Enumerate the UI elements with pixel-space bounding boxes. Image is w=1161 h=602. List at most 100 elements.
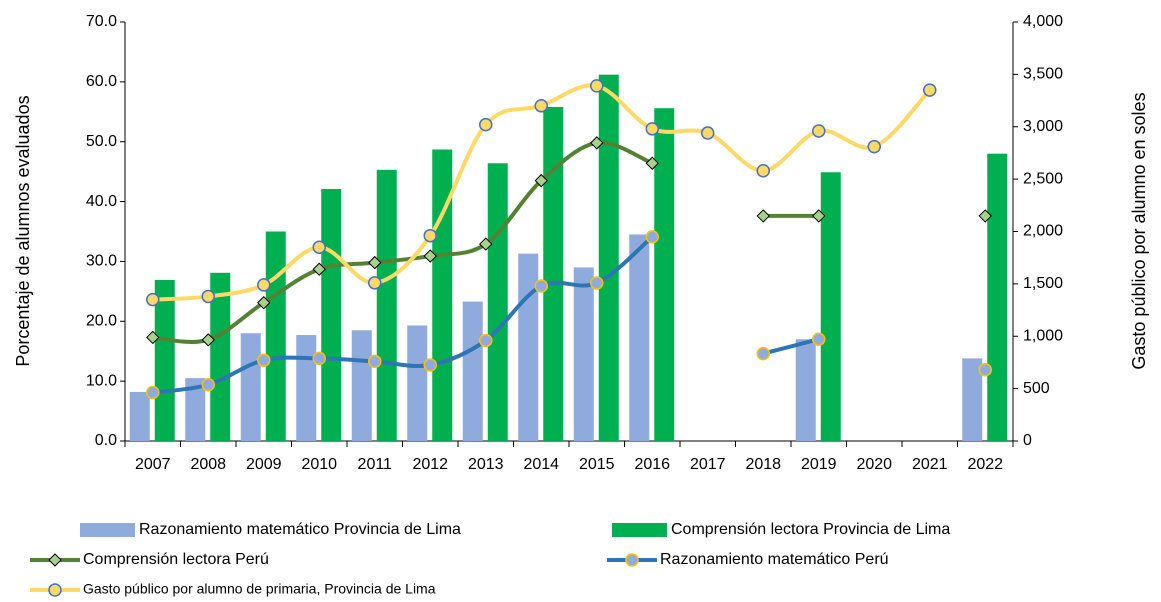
bar: [487, 163, 508, 441]
bar: [462, 301, 483, 441]
y2-tick-label: 3,000: [1023, 118, 1063, 135]
line-marker: [812, 332, 826, 346]
bar: [543, 106, 564, 442]
legend-marker: [625, 553, 639, 567]
bar: [296, 335, 317, 441]
bar: [240, 333, 261, 441]
line-marker: [756, 346, 770, 361]
y-tick-label: 20.0: [86, 313, 117, 330]
bar: [265, 231, 286, 441]
y2-tick-label: 3,500: [1023, 66, 1063, 83]
y2-tick-label: 0: [1023, 432, 1032, 449]
line-marker: [201, 289, 215, 304]
legend-swatch: [80, 523, 135, 537]
line-marker: [756, 209, 770, 223]
line-marker: [479, 237, 493, 251]
y-tick-label: 0.0: [95, 432, 117, 449]
bar: [321, 189, 342, 441]
x-tick-label: 2017: [690, 456, 726, 473]
y-tick-label: 10.0: [86, 372, 117, 389]
line-marker: [534, 279, 548, 293]
x-tick-label: 2021: [912, 456, 948, 473]
line-marker: [479, 333, 493, 348]
legend-label: Gasto público por alumno de primaria, Pr…: [83, 581, 436, 597]
line-marker: [923, 83, 937, 97]
y-tick-label: 30.0: [86, 253, 117, 270]
legend-swatch: [612, 523, 667, 537]
x-tick-label: 2013: [468, 456, 504, 473]
y2-axis-title: Gasto público por alumno en soles: [1129, 92, 1149, 369]
line-marker: [645, 230, 659, 244]
line-marker: [423, 358, 437, 372]
y2-tick-label: 1,500: [1023, 275, 1063, 292]
line-marker: [645, 122, 659, 136]
bar: [432, 149, 453, 441]
line-marker: [590, 276, 604, 290]
bar: [351, 330, 372, 441]
line-marker: [590, 136, 604, 150]
x-tick-label: 2014: [523, 456, 559, 473]
x-tick-label: 2022: [967, 456, 1003, 473]
bar: [795, 339, 816, 441]
line-marker: [423, 228, 437, 243]
bar: [210, 272, 231, 441]
line-marker: [368, 255, 382, 270]
line-marker: [701, 126, 715, 140]
bar: [654, 108, 675, 442]
line-marker: [146, 330, 160, 345]
y2-tick-label: 2,500: [1023, 170, 1063, 187]
x-tick-label: 2018: [745, 456, 781, 473]
y2-tick-label: 4,000: [1023, 13, 1063, 30]
line-marker: [978, 363, 992, 377]
line-marker: [812, 124, 826, 138]
line-marker: [257, 353, 271, 367]
y2-tick-label: 1,000: [1023, 327, 1063, 344]
x-tick-label: 2012: [412, 456, 448, 473]
line-marker: [312, 351, 326, 366]
legend-label: Comprensión lectora Provincia de Lima: [671, 521, 950, 538]
legend-marker: [48, 553, 62, 567]
bar: [573, 267, 594, 441]
y2-tick-label: 500: [1023, 380, 1050, 397]
x-tick-label: 2007: [135, 456, 171, 473]
y-tick-label: 70.0: [86, 13, 117, 30]
x-tick-label: 2010: [301, 456, 337, 473]
bar: [154, 279, 175, 441]
x-tick-label: 2015: [579, 456, 615, 473]
x-tick-label: 2020: [856, 456, 892, 473]
line-marker: [368, 354, 382, 369]
bar: [598, 74, 619, 441]
legend-label: Razonamiento matemático Provincia de Lim…: [139, 521, 461, 538]
legend-label: Comprensión lectora Perú: [83, 551, 269, 568]
y-tick-label: 60.0: [86, 73, 117, 90]
line-marker: [867, 139, 881, 154]
line-marker: [312, 262, 326, 276]
y-axis-title: Porcentaje de alumnos evaluados: [13, 95, 33, 366]
x-tick-label: 2009: [246, 456, 282, 473]
x-tick-label: 2008: [190, 456, 226, 473]
bar: [987, 153, 1008, 441]
line-marker: [978, 209, 992, 223]
line-marker: [368, 276, 382, 290]
x-tick-label: 2016: [634, 456, 670, 473]
line-marker: [201, 333, 215, 347]
bar: [820, 172, 841, 441]
bar: [518, 253, 539, 441]
line-marker: [312, 240, 326, 254]
y-tick-label: 50.0: [86, 133, 117, 150]
line-marker: [257, 296, 271, 310]
bar: [129, 391, 150, 441]
bar: [185, 378, 206, 441]
line-marker: [146, 292, 160, 307]
line-marker: [645, 156, 659, 170]
x-tick-label: 2011: [358, 456, 393, 473]
legend-label: Razonamiento matemático Perú: [660, 551, 889, 568]
line-marker: [590, 79, 604, 93]
bar: [376, 169, 397, 441]
bar: [629, 234, 650, 441]
line-marker: [423, 249, 437, 263]
line-marker: [146, 385, 160, 400]
line-marker: [812, 209, 826, 223]
line-marker: [479, 117, 493, 132]
